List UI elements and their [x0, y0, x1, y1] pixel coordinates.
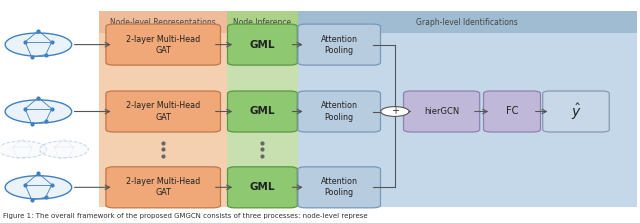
Circle shape	[5, 33, 72, 56]
Text: Node-level Representations: Node-level Representations	[110, 18, 216, 27]
FancyBboxPatch shape	[484, 91, 540, 132]
FancyBboxPatch shape	[227, 11, 298, 33]
Text: Node Inference: Node Inference	[234, 18, 291, 27]
FancyBboxPatch shape	[227, 11, 298, 207]
Text: hierGCN: hierGCN	[424, 107, 460, 116]
Text: Attention
Pooling: Attention Pooling	[321, 177, 358, 197]
Text: GML: GML	[250, 40, 275, 50]
Text: Attention
Pooling: Attention Pooling	[321, 35, 358, 55]
Text: +: +	[391, 107, 399, 116]
FancyBboxPatch shape	[106, 167, 220, 208]
Text: Attention
Pooling: Attention Pooling	[321, 101, 358, 122]
FancyBboxPatch shape	[298, 24, 380, 65]
Text: 2-layer Multi-Head
GAT: 2-layer Multi-Head GAT	[126, 35, 200, 55]
Text: Figure 1: The overall framework of the proposed GMGCN consists of three processe: Figure 1: The overall framework of the p…	[3, 213, 368, 219]
FancyBboxPatch shape	[298, 11, 637, 33]
FancyBboxPatch shape	[404, 91, 480, 132]
Text: FC: FC	[506, 107, 518, 116]
FancyBboxPatch shape	[228, 167, 298, 208]
FancyBboxPatch shape	[106, 24, 220, 65]
FancyBboxPatch shape	[298, 167, 380, 208]
Circle shape	[40, 141, 88, 158]
Text: GML: GML	[250, 107, 275, 116]
FancyBboxPatch shape	[298, 91, 380, 132]
FancyBboxPatch shape	[543, 91, 609, 132]
Text: 2-layer Multi-Head
GAT: 2-layer Multi-Head GAT	[126, 101, 200, 122]
Text: GML: GML	[250, 182, 275, 192]
FancyBboxPatch shape	[106, 91, 220, 132]
FancyBboxPatch shape	[298, 11, 637, 207]
Circle shape	[0, 141, 47, 158]
Text: Graph-level Identifications: Graph-level Identifications	[417, 18, 518, 27]
FancyBboxPatch shape	[228, 24, 298, 65]
Circle shape	[5, 100, 72, 123]
FancyBboxPatch shape	[99, 11, 227, 207]
FancyBboxPatch shape	[228, 91, 298, 132]
Circle shape	[5, 176, 72, 199]
Text: $\hat{y}$: $\hat{y}$	[571, 101, 581, 122]
FancyBboxPatch shape	[99, 11, 227, 33]
Text: 2-layer Multi-Head
GAT: 2-layer Multi-Head GAT	[126, 177, 200, 197]
Circle shape	[381, 107, 409, 116]
